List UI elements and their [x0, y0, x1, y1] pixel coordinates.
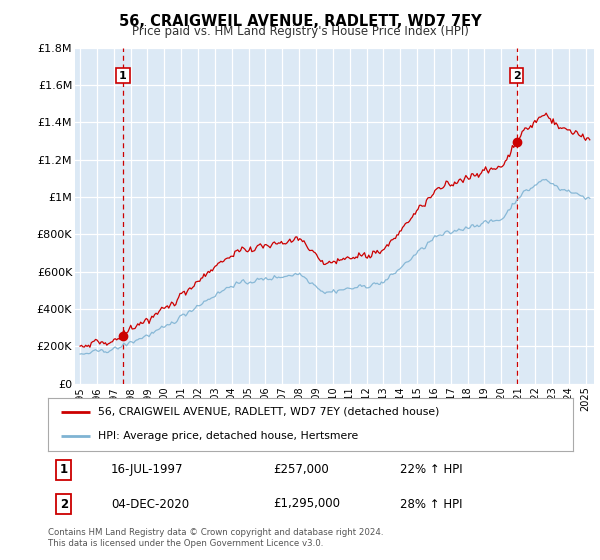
Text: 28% ↑ HPI: 28% ↑ HPI [400, 497, 462, 511]
Text: 56, CRAIGWEIL AVENUE, RADLETT, WD7 7EY (detached house): 56, CRAIGWEIL AVENUE, RADLETT, WD7 7EY (… [98, 407, 439, 417]
Text: Price paid vs. HM Land Registry's House Price Index (HPI): Price paid vs. HM Land Registry's House … [131, 25, 469, 38]
Text: 1: 1 [59, 463, 68, 476]
Text: HPI: Average price, detached house, Hertsmere: HPI: Average price, detached house, Hert… [98, 431, 358, 441]
Text: £1,295,000: £1,295,000 [274, 497, 341, 511]
Text: 56, CRAIGWEIL AVENUE, RADLETT, WD7 7EY: 56, CRAIGWEIL AVENUE, RADLETT, WD7 7EY [119, 14, 481, 29]
Text: 1: 1 [119, 71, 127, 81]
Text: Contains HM Land Registry data © Crown copyright and database right 2024.
This d: Contains HM Land Registry data © Crown c… [48, 528, 383, 548]
Text: 2: 2 [59, 497, 68, 511]
Text: 2: 2 [513, 71, 521, 81]
Text: £257,000: £257,000 [274, 463, 329, 476]
Text: 16-JUL-1997: 16-JUL-1997 [111, 463, 184, 476]
Text: 22% ↑ HPI: 22% ↑ HPI [400, 463, 463, 476]
Text: 04-DEC-2020: 04-DEC-2020 [111, 497, 189, 511]
